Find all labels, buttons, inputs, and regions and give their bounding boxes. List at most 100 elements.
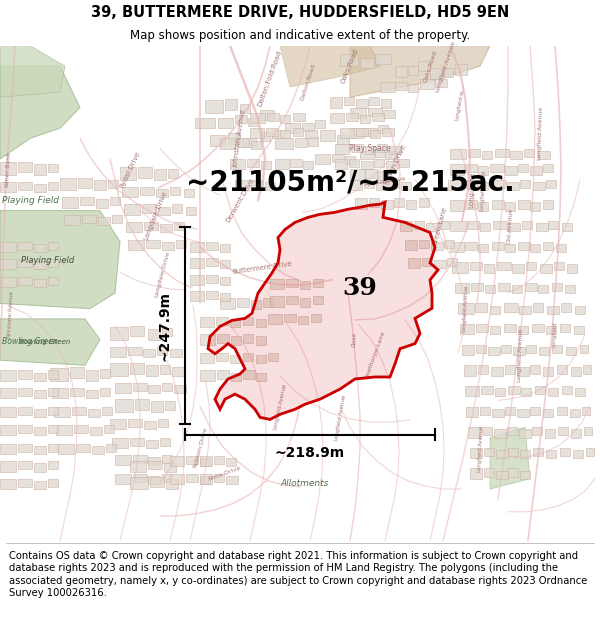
Bar [133, 383, 147, 391]
Bar [406, 200, 416, 209]
Bar [490, 326, 500, 334]
Bar [148, 461, 162, 469]
Bar [170, 456, 184, 466]
Bar [573, 450, 583, 458]
Bar [350, 180, 362, 190]
Bar [231, 336, 241, 345]
Bar [70, 388, 84, 396]
Polygon shape [490, 428, 530, 489]
Bar [220, 293, 230, 301]
Bar [206, 274, 218, 282]
Bar [226, 458, 236, 466]
Bar [130, 461, 146, 471]
Bar [144, 421, 156, 429]
Text: 39: 39 [343, 276, 377, 300]
Bar [200, 371, 215, 381]
Bar [64, 215, 80, 225]
Polygon shape [0, 319, 100, 365]
Bar [34, 279, 46, 287]
Bar [518, 241, 530, 250]
Bar [217, 334, 229, 342]
Bar [450, 164, 464, 174]
Bar [376, 182, 388, 190]
Bar [543, 409, 553, 417]
Bar [146, 239, 160, 248]
Bar [430, 68, 444, 79]
Bar [335, 159, 347, 169]
Bar [535, 386, 545, 394]
Bar [220, 277, 230, 285]
Bar [143, 349, 155, 357]
Bar [300, 281, 310, 289]
Bar [450, 200, 464, 211]
Bar [206, 241, 218, 250]
Bar [106, 444, 116, 452]
Bar [48, 241, 58, 250]
Bar [160, 438, 170, 446]
Bar [200, 458, 210, 466]
Bar [485, 285, 495, 293]
Bar [513, 347, 525, 355]
Bar [389, 146, 401, 154]
Text: ~21105m²/~5.215ac.: ~21105m²/~5.215ac. [185, 168, 514, 196]
Bar [478, 365, 488, 374]
Bar [110, 327, 128, 339]
Bar [130, 477, 148, 489]
Bar [340, 54, 358, 66]
Bar [395, 66, 407, 76]
Bar [240, 104, 250, 112]
Bar [380, 82, 395, 92]
Bar [54, 406, 70, 417]
Bar [144, 222, 158, 230]
Bar [0, 479, 16, 489]
Bar [508, 448, 518, 456]
Bar [408, 66, 418, 74]
Bar [510, 151, 522, 159]
Bar [478, 244, 488, 252]
Bar [369, 97, 379, 106]
Polygon shape [208, 202, 438, 419]
Bar [86, 390, 98, 398]
Bar [34, 428, 46, 436]
Bar [168, 169, 178, 177]
Bar [160, 224, 172, 232]
Bar [115, 455, 131, 466]
Bar [174, 222, 184, 230]
Text: Longfield:Avenue: Longfield:Avenue [334, 393, 347, 441]
Bar [465, 386, 479, 396]
Bar [504, 303, 518, 312]
Bar [418, 61, 430, 71]
Bar [305, 130, 317, 138]
Bar [518, 326, 528, 334]
Bar [104, 425, 114, 433]
Bar [350, 128, 364, 138]
Bar [110, 419, 126, 429]
Bar [520, 180, 530, 188]
Bar [200, 317, 214, 327]
Bar [172, 368, 184, 376]
Bar [552, 282, 562, 291]
Text: Rydal:Drive: Rydal:Drive [119, 150, 141, 189]
Bar [517, 409, 529, 417]
Bar [34, 244, 46, 252]
Bar [272, 130, 284, 138]
Bar [186, 456, 198, 464]
Bar [142, 204, 156, 212]
Bar [364, 180, 374, 188]
Bar [484, 264, 494, 272]
Bar [546, 450, 556, 458]
Bar [230, 159, 245, 169]
Bar [346, 112, 358, 121]
Bar [465, 241, 477, 250]
Bar [448, 180, 464, 190]
Bar [332, 154, 344, 162]
Bar [465, 180, 477, 188]
Bar [293, 128, 303, 136]
Bar [530, 166, 542, 174]
Bar [519, 306, 531, 314]
Bar [414, 221, 424, 229]
Bar [186, 206, 196, 215]
Bar [303, 161, 313, 169]
Bar [300, 298, 310, 306]
Polygon shape [0, 46, 65, 97]
